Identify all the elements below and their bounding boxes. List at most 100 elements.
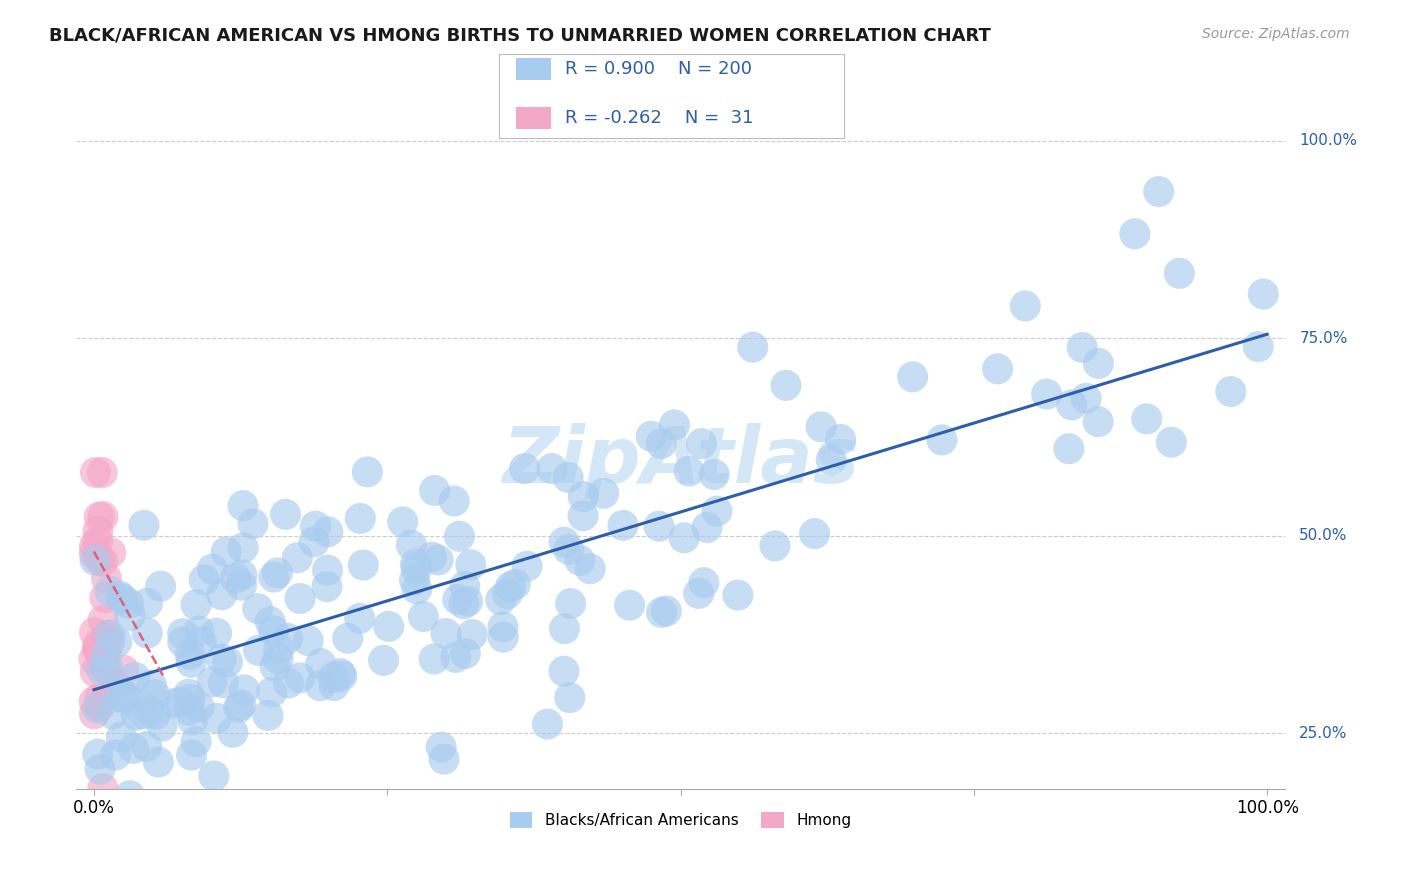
Text: 50.0%: 50.0%: [1299, 528, 1347, 543]
Point: [302, 534, 325, 549]
Point: [460, 558, 482, 572]
Point: [430, 740, 453, 755]
Point: [285, 550, 308, 565]
Point: [149, 579, 172, 593]
Point: [316, 580, 339, 594]
Point: [288, 671, 311, 685]
Point: [231, 578, 253, 592]
Point: [316, 524, 339, 539]
Point: [775, 378, 797, 392]
Point: [91, 466, 114, 480]
Point: [86, 701, 108, 715]
Point: [304, 519, 326, 533]
Text: R = -0.262    N =  31: R = -0.262 N = 31: [565, 109, 754, 128]
Point: [404, 573, 426, 587]
Point: [190, 634, 212, 648]
Point: [453, 597, 475, 611]
Point: [540, 461, 562, 475]
Point: [105, 635, 128, 649]
Point: [330, 669, 353, 683]
Point: [148, 755, 170, 769]
Point: [457, 594, 479, 608]
Point: [706, 504, 728, 518]
Point: [1057, 442, 1080, 456]
Point: [84, 665, 107, 679]
Point: [461, 627, 484, 641]
Point: [405, 582, 427, 596]
Point: [84, 466, 107, 480]
Point: [513, 461, 536, 475]
Point: [553, 664, 575, 678]
Point: [1147, 185, 1170, 199]
Point: [94, 591, 117, 605]
Point: [83, 546, 105, 560]
Point: [1219, 384, 1241, 399]
Point: [184, 734, 207, 748]
Point: [655, 604, 678, 618]
Point: [228, 700, 250, 714]
Point: [188, 624, 211, 638]
Point: [122, 741, 145, 756]
Point: [454, 647, 477, 661]
Point: [690, 436, 713, 450]
Point: [96, 628, 118, 642]
Point: [193, 573, 215, 587]
Point: [83, 539, 105, 553]
Point: [150, 719, 173, 733]
Point: [91, 555, 114, 569]
Point: [260, 685, 283, 699]
Point: [98, 635, 121, 649]
Point: [1071, 341, 1094, 355]
Text: BLACK/AFRICAN AMERICAN VS HMONG BIRTHS TO UNMARRIED WOMEN CORRELATION CHART: BLACK/AFRICAN AMERICAN VS HMONG BIRTHS T…: [49, 27, 991, 45]
Point: [112, 691, 135, 706]
Point: [138, 703, 160, 717]
Point: [640, 429, 662, 443]
Point: [184, 598, 207, 612]
Point: [810, 419, 832, 434]
Point: [91, 509, 114, 524]
Point: [233, 682, 256, 697]
Point: [172, 626, 194, 640]
Point: [763, 539, 786, 553]
Point: [98, 628, 121, 642]
Point: [180, 656, 202, 670]
Point: [579, 562, 602, 576]
Point: [135, 739, 157, 754]
Point: [560, 597, 582, 611]
Point: [592, 486, 614, 500]
Point: [901, 369, 924, 384]
Point: [86, 640, 108, 655]
Point: [352, 558, 374, 572]
Point: [1087, 356, 1109, 370]
Point: [143, 707, 166, 722]
Point: [1253, 287, 1275, 301]
Point: [391, 515, 413, 529]
Point: [696, 520, 718, 534]
Point: [172, 635, 194, 649]
Point: [987, 362, 1010, 376]
Point: [688, 586, 710, 600]
Point: [1247, 340, 1270, 354]
Point: [222, 725, 245, 739]
Point: [112, 663, 135, 677]
Point: [558, 690, 581, 705]
Point: [423, 483, 446, 498]
Point: [572, 508, 595, 523]
Point: [205, 626, 228, 640]
Point: [242, 516, 264, 531]
Point: [169, 695, 191, 709]
Point: [83, 706, 105, 721]
Point: [1074, 392, 1097, 406]
Point: [181, 713, 204, 727]
Point: [492, 630, 515, 644]
Point: [83, 625, 105, 640]
Point: [648, 519, 671, 533]
Point: [115, 690, 138, 704]
Point: [136, 626, 159, 640]
Point: [553, 622, 575, 636]
Point: [83, 694, 105, 708]
Point: [215, 545, 238, 559]
Point: [224, 571, 246, 585]
Point: [101, 706, 124, 721]
Point: [104, 747, 127, 762]
